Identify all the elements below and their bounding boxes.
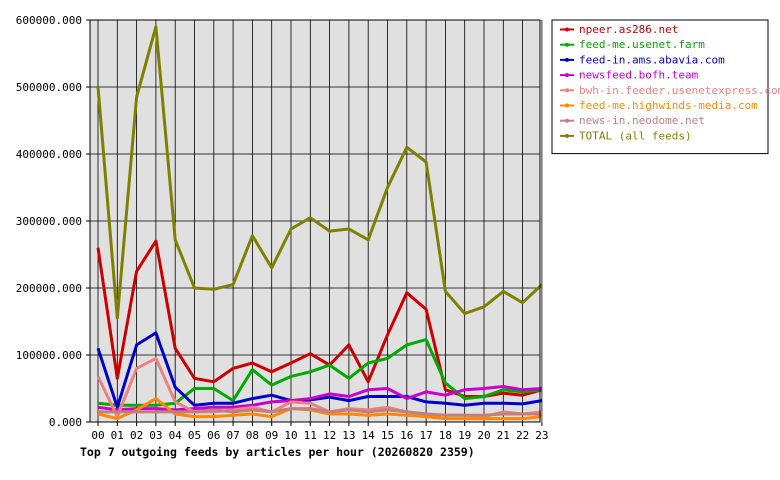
x-tick-label: 11 — [304, 429, 317, 442]
legend-label: npeer.as286.net — [579, 23, 678, 36]
x-tick-label: 17 — [419, 429, 432, 442]
x-tick-label: 08 — [246, 429, 259, 442]
y-tick-label: 100000.000 — [16, 349, 82, 362]
x-tick-label: 21 — [497, 429, 510, 442]
y-axis: 0.000 100000.000 200000.000 300000.000 40000… — [16, 14, 90, 429]
legend: npeer.as286.net feed-me.usenet.farm feed-i… — [551, 19, 780, 155]
series-line-0 — [96, 239, 543, 398]
y-tick-label: 500000.000 — [16, 81, 82, 94]
legend-marker — [565, 118, 569, 123]
x-tick-label: 06 — [207, 429, 220, 442]
x-tick-label: 04 — [169, 429, 183, 442]
legend-marker — [565, 103, 569, 108]
x-tick-label: 22 — [516, 429, 529, 442]
legend-marker — [565, 42, 569, 47]
chart-title: Top 7 outgoing feeds by articles per hou… — [80, 445, 475, 459]
x-tick-label: 05 — [188, 429, 201, 442]
legend-marker — [565, 73, 569, 78]
series-line-2 — [96, 331, 543, 409]
y-tick-label: 0.000 — [49, 416, 82, 429]
y-tick-label: 300000.000 — [16, 215, 82, 228]
x-tick-label: 23 — [535, 429, 548, 442]
x-tick-label: 13 — [342, 429, 355, 442]
series-lines — [96, 25, 543, 421]
plot-frame — [89, 19, 541, 423]
legend-label: feed-me.usenet.farm — [579, 38, 705, 51]
x-tick-label: 19 — [458, 429, 471, 442]
x-tick-label: 15 — [381, 429, 394, 442]
y-tick-label: 200000.000 — [16, 282, 82, 295]
x-tick-label: 03 — [149, 429, 162, 442]
series-line-1 — [97, 338, 543, 407]
legend-marker — [565, 27, 569, 32]
y-tick-label: 400000.000 — [16, 148, 82, 161]
x-tick-label: 18 — [439, 429, 452, 442]
x-tick-label: 02 — [130, 429, 143, 442]
legend-marker — [565, 57, 569, 62]
x-tick-label: 10 — [284, 429, 297, 442]
legend-label: newsfeed.bofh.team — [579, 69, 699, 82]
x-tick-label: 16 — [400, 429, 413, 442]
x-tick-label: 20 — [477, 429, 490, 442]
x-axis: 00 01 02 03 04 05 06 07 08 09 10 11 12 13 14 15 16 17 18 19… — [91, 422, 549, 442]
x-tick-label: 09 — [265, 429, 278, 442]
series-line-7 — [96, 25, 543, 320]
legend-box — [551, 19, 769, 155]
x-tick-label: 12 — [323, 429, 336, 442]
x-tick-label: 01 — [111, 429, 124, 442]
legend-label: news-in.neodome.net — [579, 114, 705, 127]
legend-label: feed-me.highwinds-media.com — [579, 99, 758, 112]
x-tick-label: 07 — [226, 429, 239, 442]
x-tick-label: 00 — [91, 429, 104, 442]
legend-label: bwh-in.feeder.usenetexpress.com — [579, 84, 780, 97]
y-tick-label: 600000.000 — [16, 14, 82, 27]
series-line-6 — [98, 407, 542, 417]
legend-label: TOTAL (all feeds) — [579, 129, 692, 142]
legend-marker — [565, 88, 569, 93]
legend-marker — [565, 133, 569, 138]
legend-label: feed-in.ams.abavia.com — [579, 53, 725, 66]
x-tick-label: 14 — [362, 429, 376, 442]
grid-lines — [90, 20, 543, 422]
